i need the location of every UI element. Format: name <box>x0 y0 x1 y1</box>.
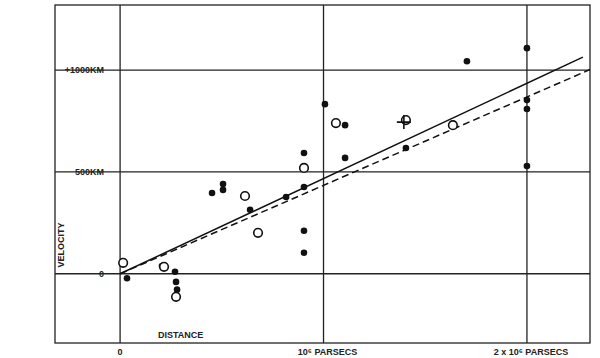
y-tick-label: 0 <box>99 269 104 279</box>
filled-point <box>301 249 308 256</box>
y-tick-label: +1000KM <box>65 65 104 75</box>
trend-line <box>120 57 583 274</box>
filled-point <box>464 58 471 65</box>
x-axis-label: DISTANCE <box>158 330 203 340</box>
filled-point <box>283 194 290 201</box>
open-point <box>160 263 169 272</box>
filled-point <box>209 190 216 197</box>
filled-point <box>524 45 531 52</box>
filled-point <box>342 155 349 162</box>
filled-point <box>322 101 329 108</box>
grid-line <box>55 70 590 71</box>
grid-line <box>323 5 324 343</box>
filled-point <box>524 163 531 170</box>
filled-point <box>301 150 308 157</box>
open-point <box>241 192 250 201</box>
open-point <box>300 164 309 173</box>
chart: 0 10⁶ PARSECS 2 x 10⁶ PARSECS 0 500KM +1000KM… <box>0 0 600 358</box>
filled-point <box>301 184 308 191</box>
y-tick-label: 500KM <box>75 167 104 177</box>
open-point <box>332 119 341 128</box>
background <box>0 0 600 358</box>
filled-point <box>173 279 180 286</box>
open-point <box>449 121 458 130</box>
grid-line <box>119 5 120 343</box>
cross-point <box>397 115 411 129</box>
plot-frame <box>55 5 590 343</box>
filled-point <box>524 97 531 104</box>
open-point <box>119 258 128 267</box>
filled-point <box>220 187 227 194</box>
x-tick-label: 10⁶ PARSECS <box>298 347 358 357</box>
open-point <box>172 292 181 301</box>
filled-point <box>124 275 131 282</box>
filled-point <box>247 207 254 214</box>
filled-point <box>301 228 308 235</box>
x-tick-label: 2 x 10⁶ PARSECS <box>494 347 569 357</box>
filled-point <box>220 181 227 188</box>
grid-line <box>55 171 590 172</box>
filled-point <box>342 122 349 129</box>
trend-line <box>120 70 590 274</box>
x-tick-label: 0 <box>118 347 123 357</box>
filled-point <box>172 268 179 275</box>
filled-point <box>524 106 531 113</box>
grid-line <box>526 5 527 343</box>
open-point <box>254 229 263 238</box>
open-point <box>402 116 411 125</box>
y-axis-label: VELOCITY <box>56 222 66 267</box>
plot-marks <box>119 45 590 301</box>
filled-point <box>403 145 410 152</box>
grid-line <box>55 273 590 274</box>
